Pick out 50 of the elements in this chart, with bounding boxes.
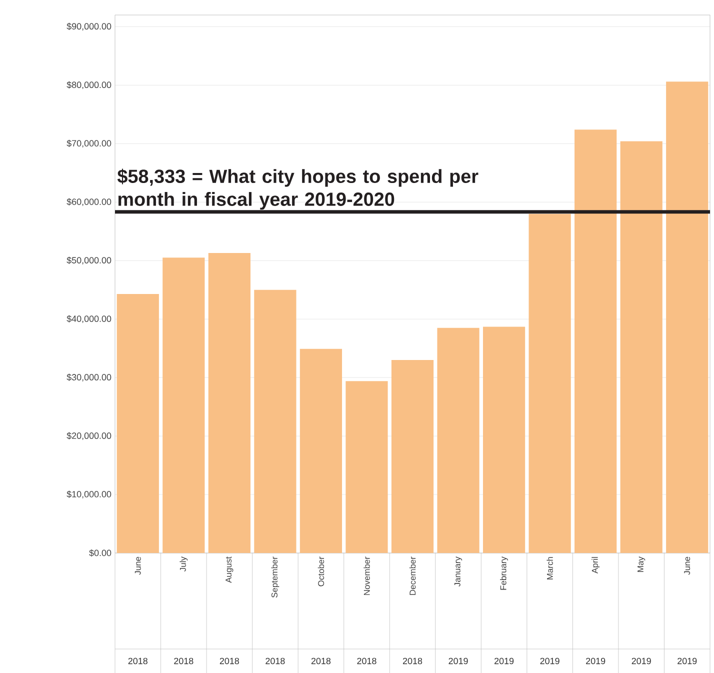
x-tick-label: January [454,556,462,587]
y-tick-label: $40,000.00 [66,315,112,323]
bar [528,214,571,554]
text: 2018 [128,658,148,664]
y-tick-label: $30,000.00 [66,374,112,382]
y-tick-label: $90,000.00 [66,22,112,31]
text: 2018 [174,658,194,664]
ref-line-label: $58,333 = What city hopes to spend per month in fiscal year 2019-2020 [117,168,478,210]
x-tick-label: September [271,556,280,598]
x-tick-label: July [180,556,188,572]
bar [346,381,388,554]
text: 2019 [540,658,560,664]
bar [300,348,342,554]
x-tick-label: February [500,556,508,590]
x-tick-label: May [638,556,646,572]
bar [391,360,434,554]
bar [666,82,708,554]
text: 2019 [494,658,514,664]
bar [620,141,662,554]
y-tick-label: $10,000.00 [66,490,112,498]
y-tick-label: $50,000.00 [66,256,112,264]
bar [208,253,250,554]
text: 2018 [357,658,376,664]
bar [482,326,526,554]
y-tick-label: $80,000.00 [66,81,112,90]
text: 2019 [586,658,606,664]
bar [437,328,480,554]
y-tick-label: $60,000.00 [66,198,112,206]
text: 2018 [266,658,285,664]
text: 2018 [311,658,331,664]
x-tick-label: June [684,556,690,575]
x-tick-label: November [364,556,370,595]
text: 2019 [678,658,697,664]
text: 2018 [402,658,422,664]
x-tick-label: June [134,556,141,575]
x-tick-label: April [592,557,600,574]
text: 2019 [448,658,468,664]
x-tick-label: August [226,556,234,583]
bar [574,130,617,554]
x-tick-label: March [546,557,553,580]
bar [162,258,205,554]
x-tick-label: December [409,556,416,595]
y-tick-label: $20,000.00 [66,432,112,440]
y-tick-label: $70,000.00 [66,140,112,148]
text: 2019 [632,658,651,664]
bar [254,290,296,554]
y-tick-label: $0.00 [89,549,112,557]
bar [116,294,159,554]
x-tick-label: October [318,556,324,586]
text: 2018 [220,658,239,664]
